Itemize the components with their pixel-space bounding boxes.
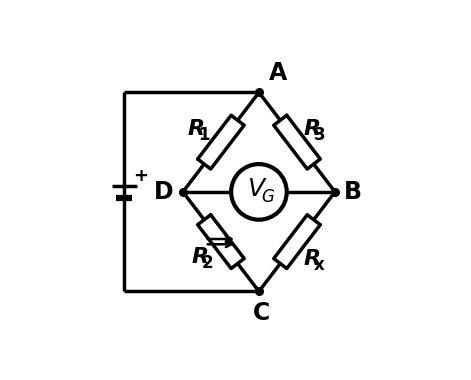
Text: +: + bbox=[133, 167, 148, 185]
Text: x: x bbox=[314, 256, 325, 274]
Text: A: A bbox=[269, 61, 287, 85]
Polygon shape bbox=[198, 215, 244, 269]
Circle shape bbox=[231, 164, 287, 220]
Text: R: R bbox=[191, 247, 208, 267]
Polygon shape bbox=[274, 115, 320, 169]
Text: C: C bbox=[253, 301, 270, 325]
Polygon shape bbox=[198, 115, 244, 169]
Polygon shape bbox=[274, 215, 320, 269]
Text: B: B bbox=[344, 180, 362, 204]
Text: 2: 2 bbox=[202, 254, 213, 272]
Text: R: R bbox=[187, 119, 204, 139]
Text: 3: 3 bbox=[314, 126, 325, 144]
Text: $\mathit{G}$: $\mathit{G}$ bbox=[260, 188, 275, 206]
Text: 1: 1 bbox=[198, 126, 210, 144]
Text: D: D bbox=[154, 180, 173, 204]
Text: R: R bbox=[303, 119, 320, 139]
Text: $\mathit{V}$: $\mathit{V}$ bbox=[247, 177, 268, 201]
Text: R: R bbox=[303, 249, 320, 269]
